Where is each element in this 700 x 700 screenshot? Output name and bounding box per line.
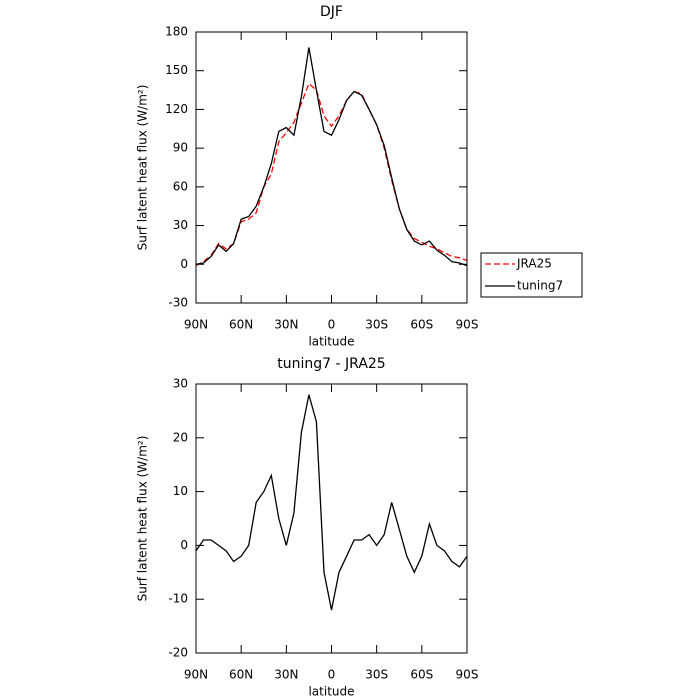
y-tick-label: -20 [168,646,188,660]
legend-label: tuning7 [517,279,563,293]
x-tick-label: 30N [274,318,298,332]
x-tick-label: 30S [365,668,388,682]
x-axis-label: latitude [308,335,354,349]
x-tick-label: 60N [229,668,253,682]
x-tick-label: 0 [328,668,336,682]
y-tick-label: 30 [173,377,188,391]
data-line [195,82,468,267]
x-tick-label: 90S [456,668,479,682]
x-tick-label: 90S [456,318,479,332]
x-tick-label: 60N [229,318,253,332]
y-tick-label: 150 [165,63,188,77]
y-tick-label: 120 [165,102,188,116]
legend-label: JRA25 [516,257,552,271]
x-axis-label: latitude [308,685,354,699]
plot-frame [195,383,468,654]
y-tick-label: 60 [173,179,188,193]
data-line [195,394,468,611]
y-tick-label: 180 [165,25,188,39]
x-tick-label: 60S [410,668,433,682]
y-axis-label: Surf latent heat flux (W/m²) [136,85,150,251]
chart-title: DJF [320,4,343,20]
data-line [195,47,468,267]
y-tick-label: 0 [180,538,188,552]
y-tick-label: 90 [173,141,188,155]
y-tick-label: -10 [168,592,188,606]
y-tick-label: 20 [173,430,188,444]
x-tick-label: 0 [328,318,336,332]
x-tick-label: 90N [184,318,208,332]
x-tick-label: 30N [274,668,298,682]
y-tick-label: -30 [168,296,188,310]
x-tick-label: 60S [410,318,433,332]
y-tick-label: 0 [180,257,188,271]
y-tick-label: 30 [173,218,188,232]
chart-title: tuning7 - JRA25 [277,356,385,372]
plot-frame [195,31,468,304]
x-tick-label: 30S [365,318,388,332]
y-axis-label: Surf latent heat flux (W/m²) [136,436,150,602]
legend-box [480,252,583,298]
y-tick-label: 10 [173,484,188,498]
x-tick-label: 90N [184,668,208,682]
